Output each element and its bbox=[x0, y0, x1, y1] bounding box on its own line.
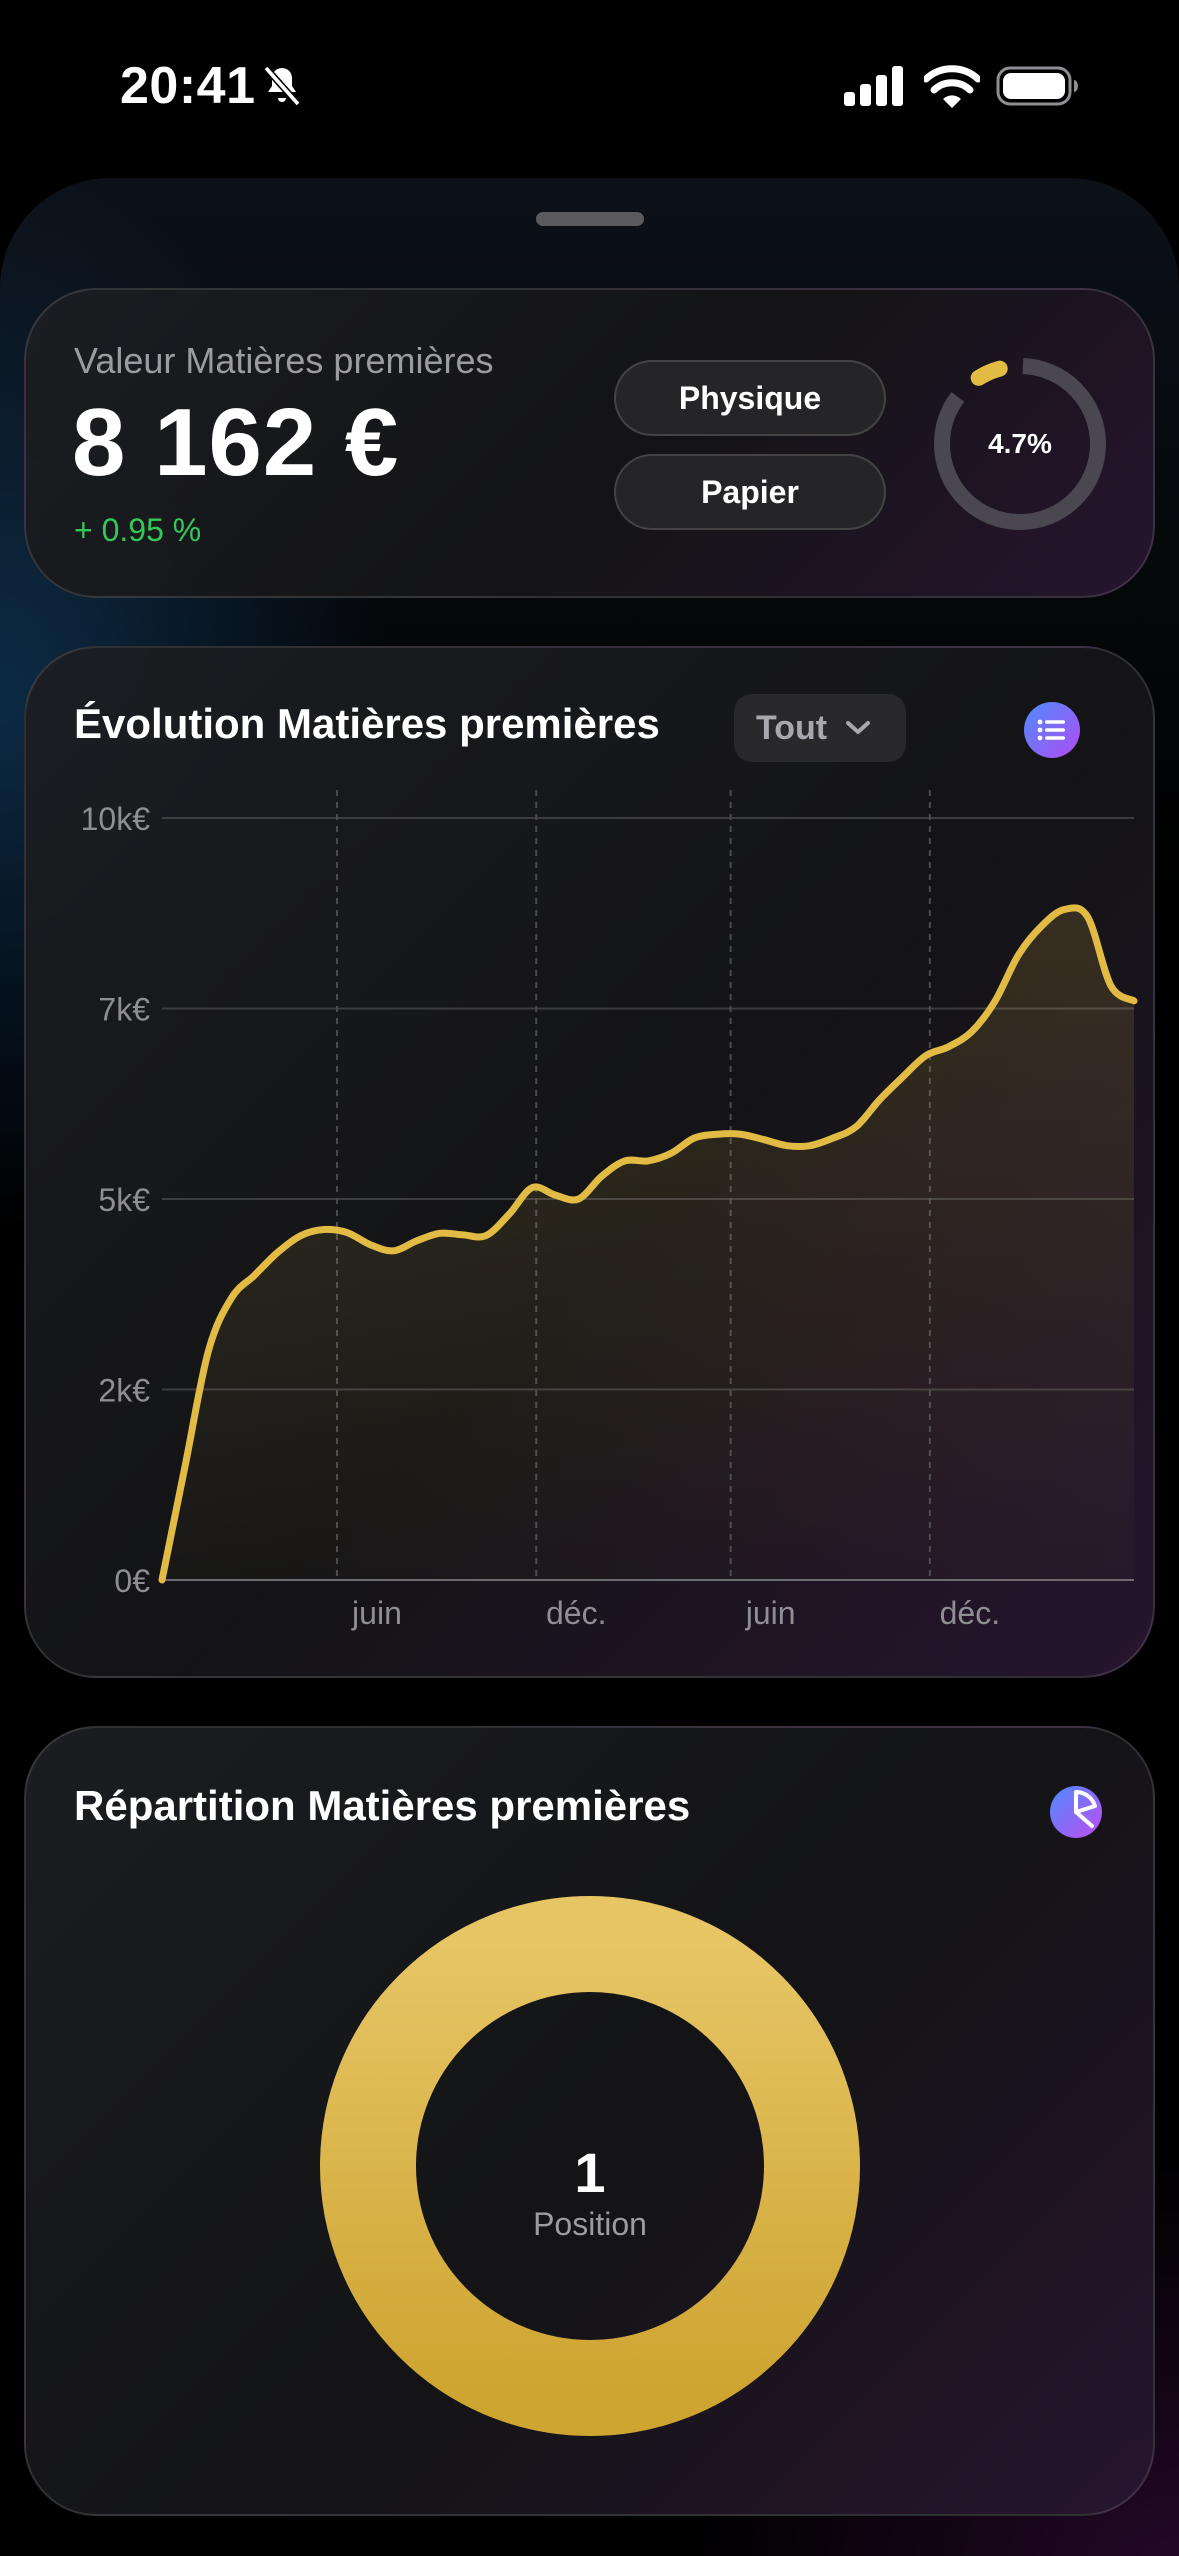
value-amount: 8 162 € bbox=[72, 389, 400, 496]
sheet-grabber[interactable] bbox=[536, 212, 644, 226]
physique-button[interactable]: Physique bbox=[614, 360, 886, 436]
evolution-card: 0€ 2k€ 5k€ 7k€ 10k€ juin déc. juin déc. Évolutio… bbox=[24, 646, 1155, 1678]
status-bar: 20:41 bbox=[0, 0, 1179, 160]
battery-icon bbox=[996, 66, 1078, 106]
x-tick-label: juin bbox=[351, 1595, 402, 1631]
chevron-down-icon bbox=[846, 721, 871, 734]
distribution-donut bbox=[320, 1896, 860, 2436]
distribution-card: Répartition Matières premières 1 Positio… bbox=[24, 1726, 1155, 2516]
list-view-button[interactable] bbox=[1024, 702, 1080, 758]
allocation-ring bbox=[934, 358, 1106, 530]
y-tick-label: 2k€ bbox=[98, 1373, 150, 1409]
period-select[interactable]: Tout bbox=[734, 694, 906, 762]
value-change: + 0.95 % bbox=[74, 512, 202, 548]
allocation-ratio-arc bbox=[934, 358, 1106, 530]
y-tick-label: 10k€ bbox=[81, 801, 151, 837]
positions-label: Position bbox=[533, 2206, 647, 2242]
y-tick-label: 7k€ bbox=[98, 992, 150, 1028]
evolution-chart: 0€ 2k€ 5k€ 7k€ 10k€ juin déc. juin déc. bbox=[81, 790, 1138, 1631]
status-time: 20:41 bbox=[120, 57, 256, 115]
donut-segment bbox=[320, 1896, 860, 2436]
evolution-title: Évolution Matières premières bbox=[74, 700, 660, 747]
cellular-signal-icon bbox=[844, 66, 903, 106]
list-icon bbox=[1037, 719, 1065, 741]
value-card: Valeur Matières premières 8 162 € + 0.95… bbox=[24, 288, 1155, 598]
pie-chart-icon[interactable] bbox=[1048, 1784, 1104, 1840]
bell-slash-icon bbox=[263, 65, 301, 107]
y-tick-label: 5k€ bbox=[98, 1182, 150, 1218]
papier-button[interactable]: Papier bbox=[614, 454, 886, 530]
series-area bbox=[162, 907, 1134, 1580]
x-tick-label: déc. bbox=[940, 1595, 1000, 1631]
x-tick-label: juin bbox=[745, 1595, 796, 1631]
value-label: Valeur Matières premières bbox=[74, 340, 494, 381]
distribution-title: Répartition Matières premières bbox=[74, 1782, 691, 1829]
y-tick-label: 0€ bbox=[114, 1563, 150, 1599]
series-line bbox=[158, 904, 1138, 1584]
positions-count: 1 bbox=[574, 2141, 606, 2204]
x-tick-label: déc. bbox=[546, 1595, 606, 1631]
period-select-value: Tout bbox=[756, 708, 828, 747]
wifi-icon bbox=[924, 65, 980, 108]
allocation-ratio-label: 4.7% bbox=[988, 428, 1052, 459]
